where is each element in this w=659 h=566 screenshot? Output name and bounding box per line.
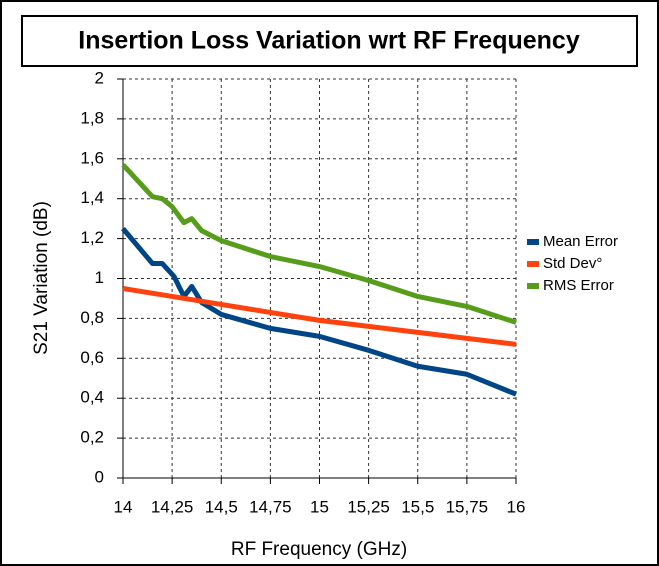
title-box	[21, 15, 638, 67]
y-tick-label: 1,2	[80, 228, 104, 247]
x-tick-label: 15,25	[347, 497, 390, 516]
y-tick-label: 1,4	[80, 188, 104, 207]
x-tick-label: 14,75	[249, 497, 292, 516]
y-tick-label: 1,6	[80, 148, 104, 167]
legend-label: Mean Error	[543, 233, 618, 250]
x-tick-label: 14,25	[151, 497, 194, 516]
y-tick-label: 1	[95, 268, 104, 287]
x-tick-label: 14	[114, 497, 133, 516]
y-tick-label: 1,8	[80, 108, 104, 127]
y-tick-label: 0,4	[80, 388, 104, 407]
series-line	[121, 227, 517, 397]
series-line	[122, 286, 517, 347]
series-line	[121, 163, 517, 325]
x-tick-label: 15,75	[446, 497, 489, 516]
y-tick-label: 2	[95, 68, 104, 87]
x-axis-label: RF Frequency (GHz)	[231, 539, 407, 560]
x-tick-label: 16	[507, 497, 526, 516]
legend-swatch	[527, 283, 539, 289]
y-tick-label: 0,6	[80, 348, 104, 367]
legend-swatch	[527, 261, 539, 267]
legend-label: Std Dev°	[543, 255, 602, 272]
y-tick-label: 0	[95, 467, 104, 486]
y-tick-label: 0,2	[80, 428, 104, 447]
x-tick-label: 15	[310, 497, 329, 516]
legend-swatch	[527, 239, 539, 245]
x-tick-label: 14,5	[205, 497, 238, 516]
y-tick-label: 0,8	[80, 308, 104, 327]
x-tick-label: 15,5	[401, 497, 434, 516]
legend-label: RMS Error	[543, 277, 614, 294]
y-axis-label: S21 Variation (dB)	[31, 201, 52, 355]
chart-title: Insertion Loss Variation wrt RF Frequenc…	[78, 27, 580, 55]
